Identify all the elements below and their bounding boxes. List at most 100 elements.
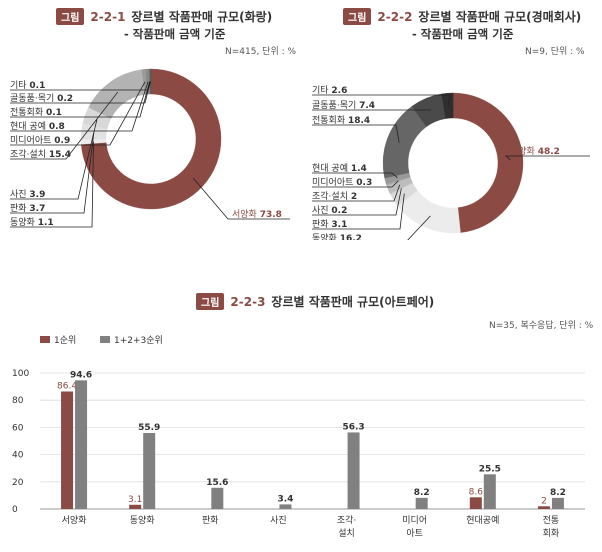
donut-label-조각-설치: 조각·설치 2 — [312, 190, 357, 202]
donut-label-판화: 판화 3.7 — [10, 203, 45, 214]
leader-line-현대-공예 — [312, 172, 398, 179]
figure3-title: 그림 2-2-3 장르별 작품판매 규모(아트페어) — [196, 293, 434, 310]
donut-chart-gallery: 기타 0.1 골동품·목기 0.2 전통회화 0.1 현대 공예 0.8 미디어아트 0… — [10, 68, 290, 228]
donut-label-동양화: 동양화 16.2 — [312, 233, 362, 240]
figure2-badge: 그림 — [343, 8, 372, 25]
x-tick-미디어-아트-1: 아트 — [406, 528, 423, 539]
donut-label-기타: 기타 2.6 — [312, 85, 347, 96]
donut-label-전통회화: 전통회화 18.4 — [312, 115, 370, 126]
figure2-number: 2-2-2 — [377, 10, 413, 24]
figure1-subtitle: - 작품판매 금액 기준 — [124, 27, 226, 41]
x-tick-현대공예: 현대공예 — [466, 515, 499, 526]
bar-1순위-6 — [469, 497, 482, 509]
bar-1+2+3순위-0 — [75, 380, 88, 509]
figure2-note: N=9, 단위 : % — [525, 47, 585, 57]
donut-label-현대-공예: 현대 공예 0.8 — [10, 121, 65, 132]
x-tick-동양화: 동양화 — [130, 515, 155, 526]
data-label-1+2+3순위-0: 94.6 — [70, 370, 92, 380]
donut-slice-기타 — [150, 68, 152, 95]
y-tick-80: 80 — [12, 396, 24, 406]
data-label-1순위-7: 2 — [541, 496, 547, 506]
x-tick-서양화: 서양화 — [62, 515, 87, 526]
bar-1순위-1 — [129, 504, 142, 509]
x-tick-전통-회화-0: 전통 — [543, 515, 560, 526]
bar-1+2+3순위-4 — [347, 432, 360, 509]
x-tick-전통-회화-1: 회화 — [543, 528, 560, 539]
figure1-note: N=415, 단위 : % — [225, 47, 297, 57]
leader-line-사진 — [10, 119, 98, 200]
donut-label-서양화: 서양화 73.8 — [232, 209, 282, 220]
donut-label-현대-공예: 현대 공예 1.4 — [312, 163, 367, 174]
y-tick-20: 20 — [12, 478, 24, 488]
bar-1+2+3순위-1 — [143, 432, 156, 509]
figure2-subtitle: - 작품판매 금액 기준 — [412, 27, 514, 41]
leader-line-미디어아트 — [312, 180, 399, 188]
figure1-title-text: 장르별 작품판매 규모(화랑) — [131, 10, 273, 24]
legend-label-1+2+3순위: 1+2+3순위 — [114, 335, 163, 346]
figure1-number: 2-2-1 — [90, 10, 126, 24]
data-label-1+2+3순위-2: 15.6 — [206, 478, 228, 488]
data-label-1+2+3순위-6: 25.5 — [479, 464, 501, 474]
donut-slice-기타 — [441, 92, 454, 119]
data-label-1+2+3순위-3: 3.4 — [277, 494, 293, 504]
donut-label-사진: 사진 0.2 — [312, 205, 347, 216]
y-tick-60: 60 — [12, 423, 24, 433]
leader-line-판화 — [312, 193, 405, 230]
leader-line-조각-설치 — [10, 91, 119, 160]
donut-label-미디어아트: 미디어아트 0.9 — [10, 135, 70, 146]
bar-1+2+3순위-3 — [279, 504, 292, 509]
figure3-badge: 그림 — [196, 293, 225, 310]
leader-line-서양화 — [192, 177, 290, 220]
figure3-title-text: 장르별 작품판매 규모(아트페어) — [271, 295, 435, 309]
data-label-1+2+3순위-1: 55.9 — [138, 423, 160, 433]
donut-chart-auction: 기타 2.6 골동품·목기 7.4 전통회화 18.4 현대 공예 1.4 미디어아트 … — [312, 85, 590, 240]
x-tick-조각-설치-1: 설치 — [338, 527, 355, 539]
donut-slice-서양화 — [80, 68, 222, 210]
leader-line-골동품-목기 — [10, 81, 151, 104]
leader-line-조각-설치 — [312, 184, 401, 202]
leader-line-동양화 — [10, 141, 94, 228]
donut-label-기타: 기타 0.1 — [10, 80, 45, 91]
bar-chart-artfair: 1순위 1+2+3순위 0 20 40 60 80 100 86.494.6 서양화 3.1 55.9… — [12, 335, 585, 539]
leader-line-현대-공예 — [10, 81, 149, 132]
data-label-1순위-1: 3.1 — [128, 495, 142, 505]
donut-label-골동품-목기: 골동품·목기 0.2 — [10, 93, 73, 104]
legend-swatch-1순위 — [40, 336, 50, 343]
donut-label-사진: 사진 3.9 — [10, 189, 45, 200]
figure3-number: 2-2-3 — [230, 295, 266, 309]
figure2-title-text: 장르별 작품판매 규모(경매회사) — [418, 10, 582, 24]
data-label-1순위-6: 8.6 — [469, 487, 484, 497]
y-tick-0: 0 — [12, 505, 18, 515]
donut-label-골동품-목기: 골동품·목기 7.4 — [312, 100, 375, 111]
donut-label-동양화: 동양화 1.1 — [10, 217, 54, 228]
donut-label-판화: 판화 3.1 — [312, 219, 347, 230]
donut-label-서양화: 서양화 48.2 — [510, 146, 560, 157]
bar-1순위-0 — [61, 391, 74, 509]
figure1-badge: 그림 — [56, 8, 85, 25]
bar-1순위-7 — [537, 506, 550, 509]
y-tick-40: 40 — [12, 451, 24, 461]
bar-1+2+3순위-5 — [415, 497, 428, 509]
leader-line-서양화 — [504, 155, 590, 161]
donut-slice-서양화 — [452, 92, 524, 233]
leader-line-전통회화 — [10, 81, 151, 118]
figure3-note: N=35, 복수응답, 단위 : % — [489, 321, 594, 331]
donut-label-미디어아트: 미디어아트 0.3 — [312, 177, 372, 188]
x-tick-미디어-아트-0: 미디어 — [402, 515, 427, 526]
x-tick-사진: 사진 — [270, 515, 287, 526]
y-tick-100: 100 — [12, 369, 29, 379]
leader-line-미디어아트 — [10, 81, 146, 146]
legend-label-1순위: 1순위 — [54, 335, 76, 346]
leader-line-판화 — [10, 132, 95, 214]
donut-label-조각-설치: 조각·설치 15.4 — [10, 148, 71, 160]
data-label-1순위-0: 86.4 — [57, 381, 77, 391]
bar-1+2+3순위-6 — [483, 474, 496, 509]
x-tick-판화: 판화 — [202, 515, 219, 526]
figure2-title: 그림 2-2-2 장르별 작품판매 규모(경매회사) — [343, 8, 581, 25]
leader-line-전통회화 — [312, 124, 400, 143]
data-label-1+2+3순위-7: 8.2 — [550, 488, 566, 498]
bar-1+2+3순위-7 — [551, 497, 564, 509]
bar-1+2+3순위-2 — [211, 487, 224, 509]
data-label-1+2+3순위-4: 56.3 — [342, 422, 364, 432]
legend-swatch-1+2+3순위 — [100, 336, 110, 343]
